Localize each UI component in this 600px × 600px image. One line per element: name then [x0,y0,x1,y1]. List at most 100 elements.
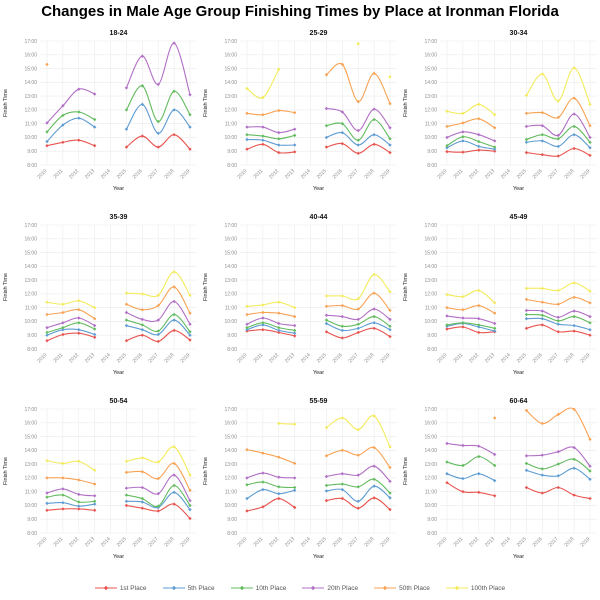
svg-text:2014: 2014 [100,352,112,364]
y-axis-tick-labels: 8:00 9:00 10:00 11:00 12:00 13:00 14:00 15:00 16… [24,39,37,169]
svg-text:2018: 2018 [363,352,375,364]
svg-text:17:00: 17:00 [224,407,237,413]
svg-text:8:00: 8:00 [227,347,237,353]
svg-text:10:00: 10:00 [224,135,237,141]
series-100th-place [445,66,592,117]
series-20th-place [245,106,392,135]
svg-text:14:00: 14:00 [224,448,237,454]
chart-panel-50-54: 50-54 8:00 9:00 10:00 11:00 12:00 13:00 14:00 15… [3,398,197,560]
series-5th-place [45,318,192,337]
series-10th-place [45,483,192,508]
legend-key-icon [162,585,185,591]
svg-text:17:00: 17:00 [24,407,37,413]
svg-text:8:00: 8:00 [27,531,37,537]
panel-title: 55-59 [310,398,328,405]
chart-panel-25-29: 25-29 8:00 9:00 10:00 11:00 12:00 13:00 14:00 15… [203,30,397,192]
chart-panel-60-64: 60-64 8:00 9:00 10:00 11:00 12:00 13:00 14:00 15… [403,398,597,560]
svg-text:13:00: 13:00 [24,278,37,284]
svg-text:2017: 2017 [348,168,360,180]
x-axis-tick-labels: 2010 2011 2012 2013 2014 2015 2016 2017 2018 2019 [236,352,391,364]
svg-text:2019: 2019 [579,352,591,364]
svg-text:10:00: 10:00 [24,319,37,325]
svg-text:2018: 2018 [563,168,575,180]
svg-text:14:00: 14:00 [224,264,237,270]
x-axis-title: Year [113,186,124,192]
svg-text:8:00: 8:00 [227,163,237,169]
chart-panel-30-34: 30-34 8:00 9:00 10:00 11:00 12:00 13:00 14:00 15… [403,30,597,192]
svg-text:8:00: 8:00 [27,347,37,353]
svg-text:2019: 2019 [379,352,391,364]
series-20th-place [45,473,192,503]
svg-text:9:00: 9:00 [427,149,437,155]
svg-text:10:00: 10:00 [24,503,37,509]
svg-text:12:00: 12:00 [424,476,437,482]
legend-item-10th-place: 10th Place [230,584,287,592]
legend-item-20th-place: 20th Place [302,584,358,592]
series-5th-place [245,321,392,335]
svg-text:14:00: 14:00 [424,264,437,270]
series-20th-place [445,112,592,143]
svg-text:17:00: 17:00 [424,39,437,45]
svg-text:2013: 2013 [484,536,496,548]
gridlines [240,40,397,166]
y-axis-title: Finish Time [203,89,209,117]
svg-text:2019: 2019 [379,536,391,548]
panel-title: 35-39 [110,214,128,221]
svg-text:12:00: 12:00 [24,292,37,298]
legend-key-icon [230,585,253,591]
y-axis-title: Finish Time [3,273,9,301]
svg-text:2012: 2012 [468,536,480,548]
y-axis-title: Finish Time [403,457,409,485]
svg-text:2011: 2011 [252,168,264,180]
svg-text:2013: 2013 [84,168,96,180]
series-1st-place [245,326,392,340]
svg-text:2010: 2010 [436,536,448,548]
svg-text:9:00: 9:00 [227,517,237,523]
svg-text:2018: 2018 [363,536,375,548]
series-1st-place [45,132,192,151]
svg-text:2014: 2014 [500,536,512,548]
series-10th-place [445,454,592,473]
legend-label: 10th Place [255,584,287,592]
svg-text:2018: 2018 [163,536,175,548]
chart-panel-40-44: 40-44 8:00 9:00 10:00 11:00 12:00 13:00 14:00 15… [203,214,397,376]
x-axis-title: Year [513,554,524,560]
svg-text:2016: 2016 [532,536,544,548]
svg-text:2018: 2018 [163,352,175,364]
svg-text:2010: 2010 [36,536,48,548]
x-axis-tick-labels: 2010 2011 2012 2013 2014 2015 2016 2017 2018 2019 [36,168,191,180]
svg-text:2019: 2019 [179,168,191,180]
svg-text:17:00: 17:00 [424,407,437,413]
y-axis-tick-labels: 8:00 9:00 10:00 11:00 12:00 13:00 14:00 15:00 16… [24,407,37,537]
svg-text:8:00: 8:00 [27,163,37,169]
svg-text:12:00: 12:00 [24,476,37,482]
svg-text:10:00: 10:00 [224,503,237,509]
series-100th-place [245,272,392,310]
legend-key-icon [94,585,117,591]
svg-text:2016: 2016 [332,352,344,364]
svg-text:17:00: 17:00 [224,223,237,229]
legend-item-5th-place: 5th Place [162,584,215,592]
svg-text:17:00: 17:00 [24,39,37,45]
svg-text:2017: 2017 [148,168,160,180]
series-50th-place [245,445,392,470]
y-axis-title: Finish Time [403,273,409,301]
svg-text:2014: 2014 [100,536,112,548]
svg-text:2015: 2015 [316,168,328,180]
svg-text:2016: 2016 [532,352,544,364]
x-axis-title: Year [513,186,524,192]
legend-label: 5th Place [187,584,215,592]
svg-text:9:00: 9:00 [227,149,237,155]
svg-text:2015: 2015 [316,536,328,548]
y-axis-tick-labels: 8:00 9:00 10:00 11:00 12:00 13:00 14:00 15:00 16… [424,407,437,537]
svg-text:13:00: 13:00 [24,94,37,100]
y-axis-tick-labels: 8:00 9:00 10:00 11:00 12:00 13:00 14:00 15:00 16… [24,223,37,353]
panel-title: 40-44 [310,214,328,221]
svg-text:12:00: 12:00 [24,108,37,114]
legend-item-1st-place: 1st Place [94,584,147,592]
series-10th-place [245,477,392,495]
chart-panel-35-39: 35-39 8:00 9:00 10:00 11:00 12:00 13:00 14:00 15… [3,214,197,376]
svg-text:2010: 2010 [236,352,248,364]
svg-text:2012: 2012 [268,352,280,364]
series-10th-place [45,84,192,134]
